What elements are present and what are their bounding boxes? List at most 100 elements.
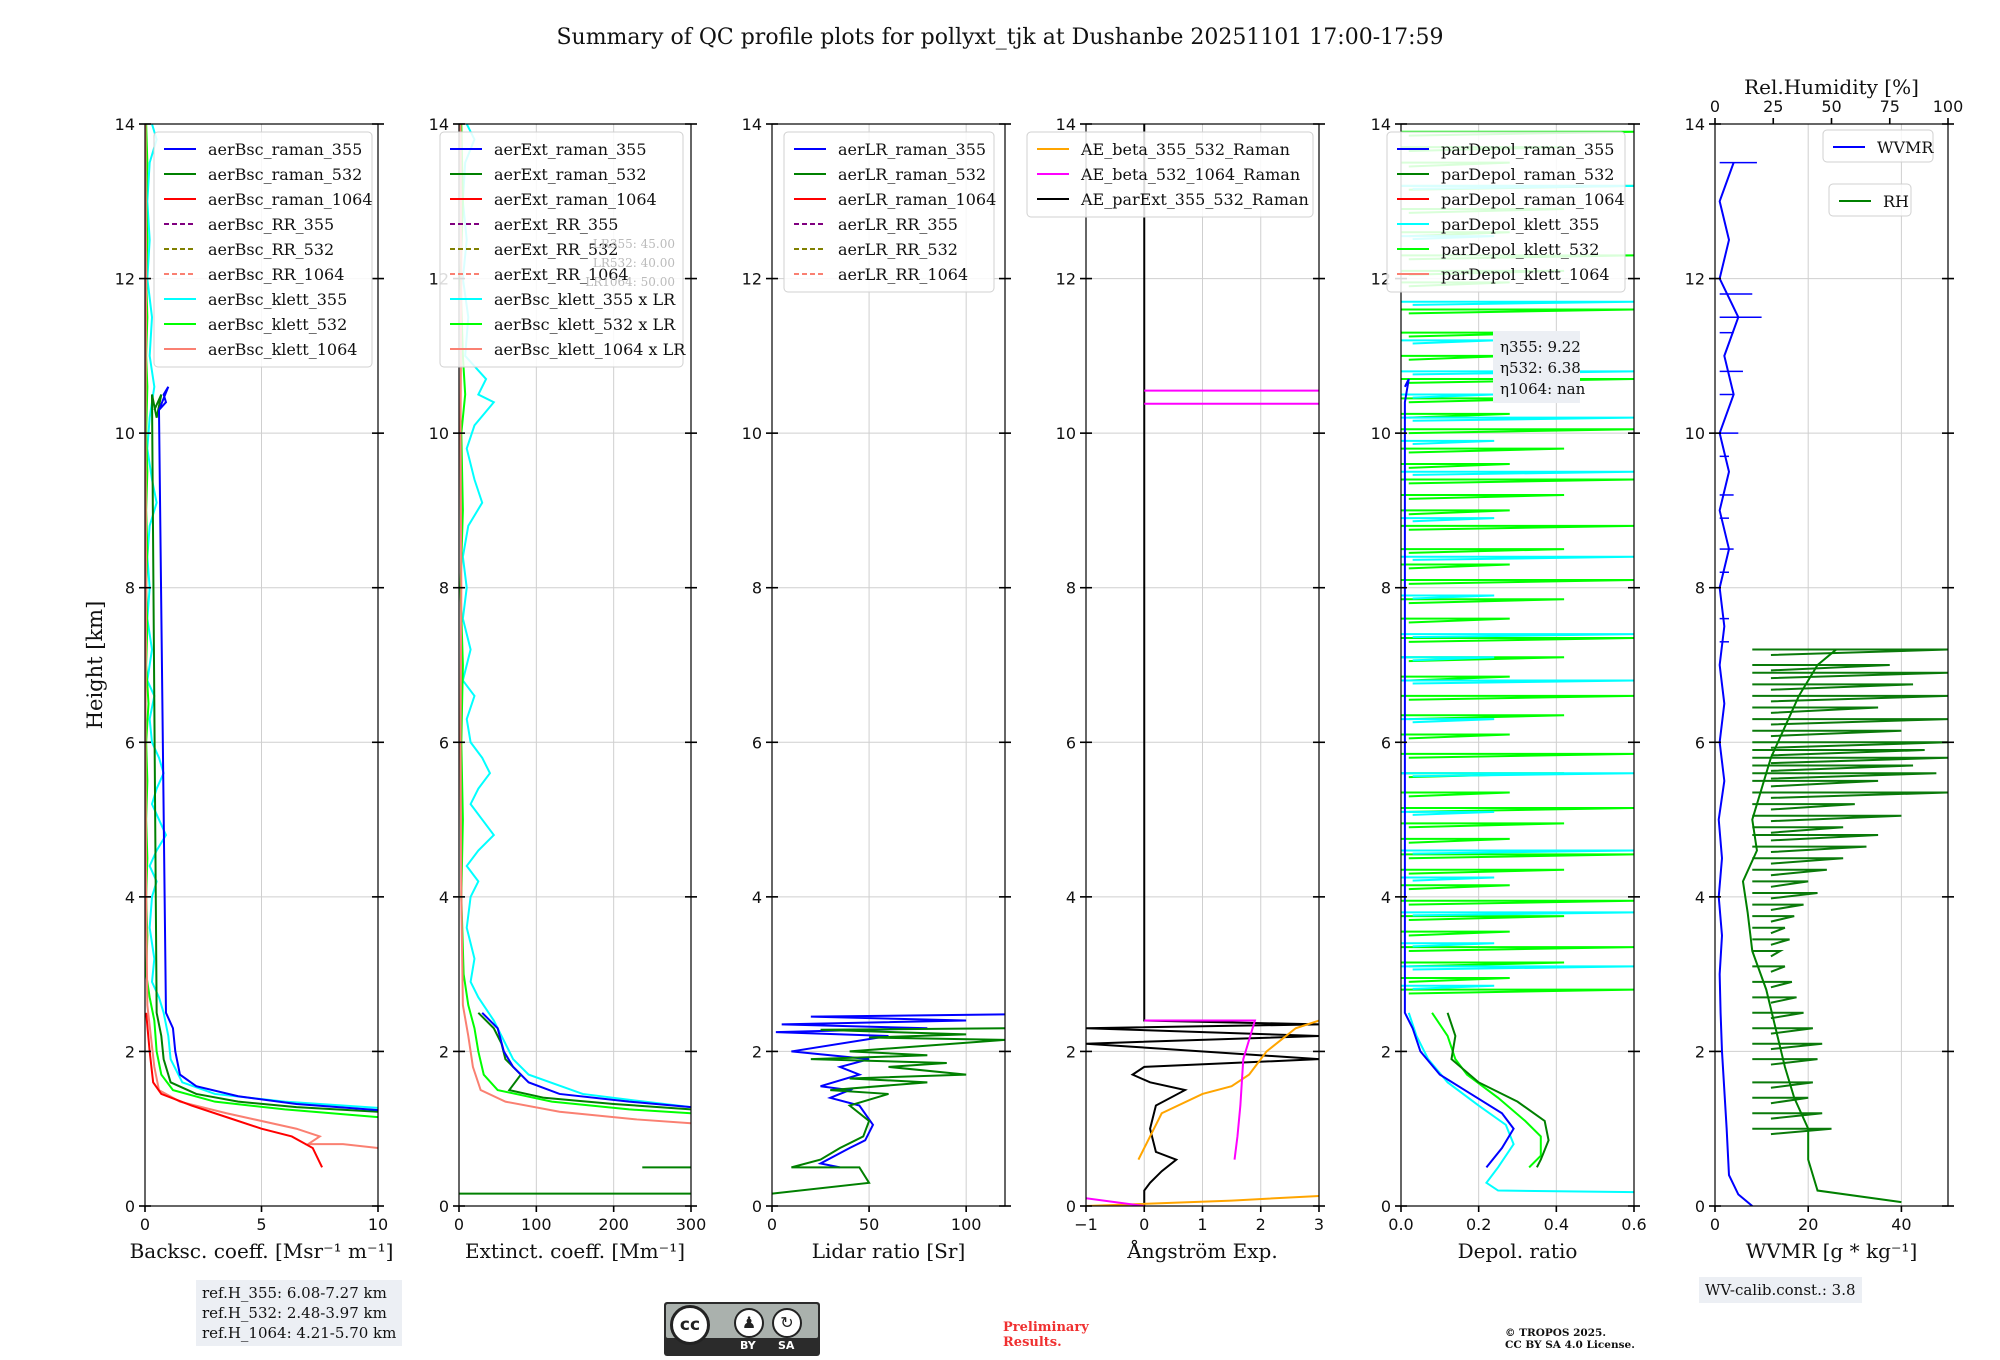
rh-spike (1752, 1127, 1832, 1136)
series-line-aerBsc_klett_532 x LR (459, 124, 691, 1115)
legend-box (153, 131, 373, 368)
legend-label: aerBsc_RR_355 (208, 215, 334, 234)
legend-label: parDepol_raman_355 (1441, 140, 1614, 159)
plot-area (1717, 161, 1948, 1206)
x-tick-label: 100 (951, 1215, 982, 1234)
y-tick-label: 10 (429, 424, 449, 443)
legend-label: aerBsc_RR_1064 (208, 265, 344, 284)
x-tick-label: 0.2 (1466, 1215, 1491, 1234)
rh-spike (1752, 671, 1948, 680)
x-tick-label: 300 (676, 1215, 707, 1234)
rh-spike (1752, 1011, 1804, 1020)
rh-spike (1752, 980, 1793, 989)
series-line-AE_beta_532_1064_Raman_low (1086, 1197, 1145, 1206)
depol-klett-355-spike (1401, 416, 1634, 422)
legend-label: parDepol_raman_1064 (1441, 190, 1625, 209)
depol-klett-355-spike (1401, 679, 1634, 685)
legend-label: aerBsc_klett_532 (208, 315, 347, 334)
x-tick-label: 40 (1891, 1215, 1911, 1234)
depol-klett-355-spike (1401, 470, 1634, 476)
depol-klett-532-spike (1401, 791, 1510, 798)
y-axis-label: Height [km] (83, 601, 107, 730)
depol-klett-355-spike (1401, 849, 1634, 855)
copyright-line-1: © TROPOS 2025. (1505, 1327, 1607, 1339)
depol-klett-532-spike (1401, 412, 1510, 419)
rh-spike (1752, 938, 1790, 946)
rh-spike (1752, 826, 1844, 834)
legend-label: aerBsc_klett_1064 (208, 340, 357, 359)
y-tick-label: 14 (115, 115, 135, 134)
rh-spike (1752, 845, 1867, 854)
depol-klett-355-spike (1401, 300, 1634, 306)
series-line-parDepol_klett_355 (1407, 1012, 1634, 1194)
y-tick-label: 8 (1695, 579, 1705, 598)
x-axis-label: Ångström Exp. (1126, 1238, 1277, 1263)
y-tick-label: 2 (1381, 1042, 1391, 1061)
y-tick-label: 4 (1066, 888, 1076, 907)
x-tick-label: 1 (1197, 1215, 1207, 1234)
series-line-aerBsc_raman_355 (157, 386, 378, 1112)
depol-klett-532-spike (1401, 563, 1510, 570)
legend-label: AE_beta_355_532_Raman (1080, 140, 1290, 159)
depol-klett-532-spike (1401, 308, 1634, 315)
series-line-aerBsc_raman_532 (150, 394, 378, 1113)
x-tick-label: 0 (767, 1215, 777, 1234)
legend-label: aerBsc_raman_1064 (208, 190, 373, 209)
x-tick-label: 0.6 (1621, 1215, 1646, 1234)
depol-klett-532-spike (1401, 837, 1510, 844)
depol-klett-355-spike (1401, 911, 1634, 917)
x-tick-label: 200 (598, 1215, 629, 1234)
legend-label: aerLR_raman_355 (838, 140, 986, 159)
y-tick-label: 2 (1695, 1042, 1705, 1061)
legend-label: aerLR_RR_355 (838, 215, 958, 234)
y-tick-label: 10 (1056, 424, 1076, 443)
legend-label: RH (1883, 192, 1909, 211)
depol-klett-532-spike (1401, 868, 1565, 875)
cc-license-badge: cc ♟ ↻ BY SA (664, 1302, 820, 1356)
rh-spike (1752, 749, 1925, 757)
depol-klett-532-spike (1401, 853, 1634, 860)
series-line-WVMR (1717, 162, 1753, 1206)
x-axis-label: WVMR [g * kg⁻¹] (1746, 1239, 1918, 1263)
y-tick-label: 6 (1066, 733, 1076, 752)
depol-klett-532-spike (1401, 752, 1634, 759)
series-line-aerBsc_klett_355 (146, 124, 378, 1109)
top-x-tick-label: 0 (1710, 97, 1720, 116)
legend-label: parDepol_klett_532 (1441, 240, 1599, 259)
y-tick-label: 12 (1685, 270, 1705, 289)
panel-wvmr: 0 2 4 6 8 10 12 14 0 20 40 WVMR [g * kg⁻¹] 0 25 50 75 10… (1685, 75, 1964, 1263)
depol-klett-532-spike (1401, 806, 1634, 813)
depol-klett-355-spike (1401, 656, 1495, 662)
series-line-aerBsc_klett_1064 x LR (459, 124, 691, 1125)
x-tick-label: 50 (859, 1215, 879, 1234)
depol-klett-355-spike (1401, 876, 1495, 882)
depol-klett-532-spike (1401, 378, 1634, 384)
rh-spike (1752, 1112, 1823, 1120)
x-tick-label: 0.4 (1544, 1215, 1569, 1234)
depol-klett-355-spike (1401, 810, 1495, 816)
legend-label: aerExt_raman_1064 (494, 190, 657, 209)
rh-spike (1752, 1096, 1809, 1105)
rh-spike (1752, 1042, 1823, 1051)
legend-label: aerBsc_klett_532 x LR (494, 315, 676, 334)
axes-frame (458, 123, 692, 1207)
y-tick-label: 8 (439, 579, 449, 598)
x-tick-label: 100 (521, 1215, 552, 1234)
depol-klett-532-spike (1401, 447, 1565, 454)
rh-spike (1752, 965, 1786, 973)
legend-label: aerExt_RR_355 (494, 215, 618, 234)
panel-depol: 0 2 4 6 8 10 12 14 0.0 0.2 0.4 0.6 Depol. ratio parDe… (1371, 115, 1647, 1263)
rh-spike (1752, 741, 1948, 749)
series-line-aerExt_raman_355 (481, 1012, 691, 1109)
depol-klett-532-spike (1401, 493, 1565, 500)
cc-by-label: BY (740, 1339, 756, 1352)
rh-spike (1752, 756, 1948, 765)
depol-klett-532-spike (1401, 930, 1510, 937)
rh-spike (1752, 706, 1879, 714)
series-line-parDepol_klett_532 (1431, 1012, 1542, 1169)
depol-klett-355-spike (1401, 370, 1634, 376)
rh-spike (1752, 683, 1914, 691)
y-tick-label: 2 (125, 1042, 135, 1061)
series-line-aerBsc_klett_532 (145, 124, 378, 1119)
